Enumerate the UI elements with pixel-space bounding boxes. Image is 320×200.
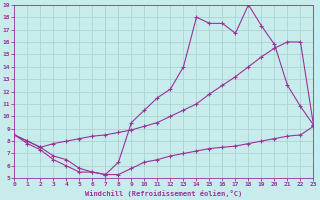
X-axis label: Windchill (Refroidissement éolien,°C): Windchill (Refroidissement éolien,°C) <box>85 190 243 197</box>
